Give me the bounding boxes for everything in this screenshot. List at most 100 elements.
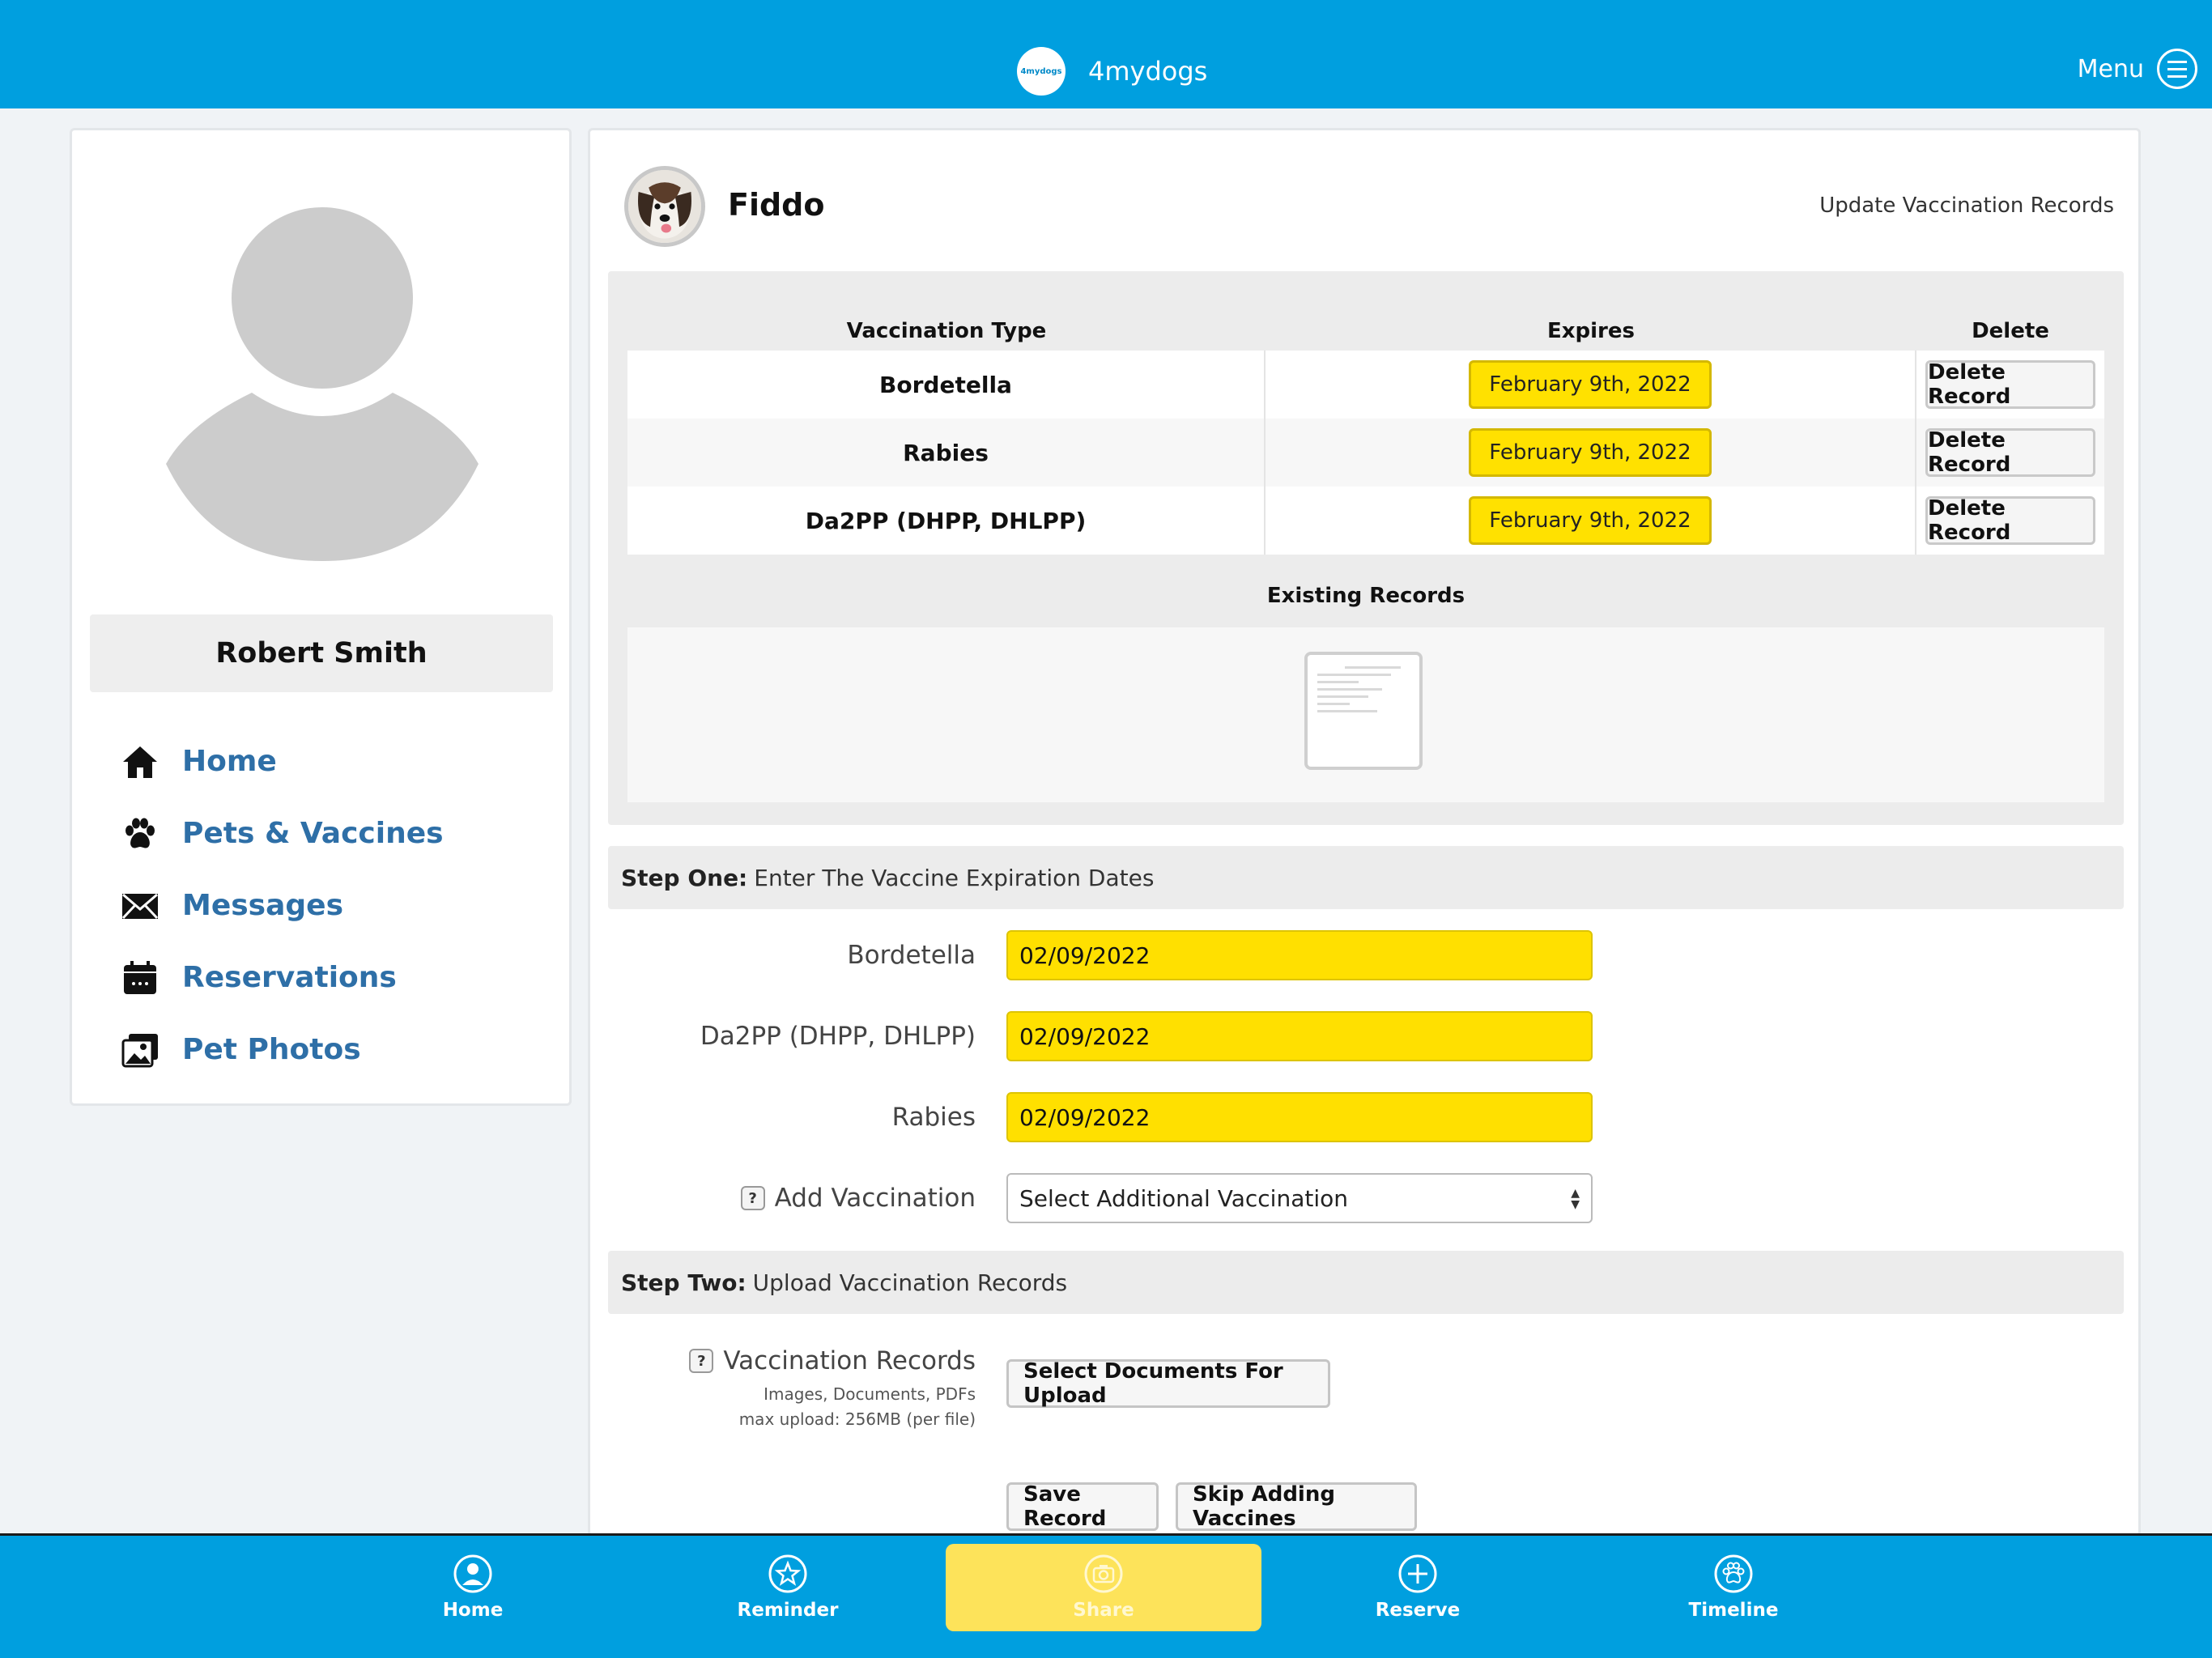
sidebar-item-reservations[interactable]: Reservations	[121, 942, 444, 1014]
table-row: Da2PP (DHPP, DHLPP) February 9th, 2022 D…	[627, 487, 2104, 555]
table-header: Vaccination Type Expires Delete	[627, 312, 2104, 351]
delete-record-button[interactable]: Delete Record	[1925, 360, 2095, 409]
calendar-icon	[124, 960, 156, 994]
expires-cell: February 9th, 2022	[1266, 419, 1916, 487]
field-label: Bordetella	[847, 941, 976, 970]
pet-avatar[interactable]	[624, 166, 705, 247]
avatar-placeholder-icon	[166, 207, 479, 561]
help-icon[interactable]: ?	[689, 1349, 714, 1373]
menu-label: Menu	[2077, 54, 2144, 83]
step-two-text: Upload Vaccination Records	[752, 1269, 1068, 1296]
top-bar: 4mydogs 4mydogs Menu	[0, 0, 2212, 108]
brand[interactable]: 4mydogs 4mydogs	[1017, 47, 1207, 96]
sidebar-item-home[interactable]: Home	[121, 725, 444, 797]
pet-name: Fiddo	[728, 187, 825, 223]
column-header-expires: Expires	[1547, 319, 1635, 343]
delete-cell: Delete Record	[1916, 351, 2104, 419]
column-header-delete: Delete	[1972, 319, 2049, 343]
sidebar-item-messages[interactable]: Messages	[121, 869, 444, 942]
tab-share[interactable]: Share	[946, 1544, 1261, 1631]
tab-label: Reserve	[1375, 1600, 1461, 1621]
save-record-button[interactable]: Save Record	[1006, 1482, 1159, 1531]
vaccination-type-cell: Rabies	[627, 419, 1266, 487]
page-action-title: Update Vaccination Records	[1819, 193, 2114, 218]
column-header-type: Vaccination Type	[846, 319, 1047, 343]
skip-adding-vaccines-button[interactable]: Skip Adding Vaccines	[1176, 1482, 1417, 1531]
sidebar-item-label: Pets & Vaccines	[182, 817, 444, 850]
plus-circle-icon	[1398, 1554, 1437, 1593]
expires-cell: February 9th, 2022	[1266, 487, 1916, 555]
step-two-bold: Step Two:	[621, 1269, 747, 1296]
upload-file-types: Images, Documents, PDFs	[764, 1384, 976, 1404]
upload-title: ? Vaccination Records	[689, 1346, 976, 1375]
form-row: ? Add Vaccination Select Additional Vacc…	[590, 1173, 2143, 1223]
upload-row: ? Vaccination Records Images, Documents,…	[590, 1346, 2143, 1443]
sidebar-nav: Home Pets & Vaccines Messages Reservatio…	[121, 725, 444, 1086]
profile-name: Robert Smith	[90, 614, 553, 692]
tab-label: Timeline	[1688, 1600, 1779, 1621]
expires-date-chip: February 9th, 2022	[1469, 496, 1712, 545]
form-row: Da2PP (DHPP, DHLPP) 02/09/2022	[590, 1011, 2143, 1061]
vaccination-records-box: Vaccination Type Expires Delete Bordetel…	[608, 271, 2124, 825]
camera-icon	[1084, 1554, 1123, 1593]
tab-reminder[interactable]: Reminder	[630, 1544, 946, 1631]
sidebar-item-pet-photos[interactable]: Pet Photos	[121, 1014, 444, 1086]
sidebar-item-label: Pet Photos	[182, 1033, 361, 1066]
da2pp-date-input[interactable]: 02/09/2022	[1006, 1011, 1593, 1061]
bottom-tab-bar: Home Reminder Share Reserve Timeline	[0, 1533, 2212, 1658]
delete-record-button[interactable]: Delete Record	[1925, 496, 2095, 545]
existing-records-area	[627, 627, 2104, 802]
menu-button[interactable]: Menu	[2078, 47, 2197, 91]
profile-panel: Robert Smith Home Pets & Vaccines Messag…	[70, 128, 572, 1106]
star-icon	[768, 1554, 807, 1593]
select-arrows-icon: ▲ ▼	[1571, 1187, 1580, 1211]
upload-title-text: Vaccination Records	[723, 1346, 976, 1375]
tab-reserve[interactable]: Reserve	[1260, 1544, 1576, 1631]
table-row: Bordetella February 9th, 2022 Delete Rec…	[627, 351, 2104, 419]
additional-vaccination-select[interactable]: Select Additional Vaccination ▲ ▼	[1006, 1173, 1593, 1223]
expires-date-chip: February 9th, 2022	[1469, 360, 1712, 409]
tab-home[interactable]: Home	[315, 1544, 631, 1631]
select-value: Select Additional Vaccination	[1019, 1184, 1348, 1212]
hamburger-icon	[2157, 49, 2197, 89]
home-icon	[123, 746, 157, 778]
sidebar-item-pets-vaccines[interactable]: Pets & Vaccines	[121, 797, 444, 869]
delete-cell: Delete Record	[1916, 487, 2104, 555]
step-one-text: Enter The Vaccine Expiration Dates	[754, 864, 1155, 891]
photos-icon	[121, 1033, 158, 1067]
help-icon[interactable]: ?	[740, 1186, 765, 1210]
envelope-icon	[121, 893, 159, 919]
main-panel: Fiddo Update Vaccination Records Vaccina…	[588, 128, 2141, 1537]
upload-label: ? Vaccination Records Images, Documents,…	[689, 1346, 976, 1432]
step-one-header: Step One: Enter The Vaccine Expiration D…	[608, 846, 2124, 909]
bordetella-date-input[interactable]: 02/09/2022	[1006, 930, 1593, 980]
form-row: Bordetella 02/09/2022	[590, 930, 2143, 980]
expires-date-chip: February 9th, 2022	[1469, 428, 1712, 477]
sidebar-item-label: Reservations	[182, 961, 397, 994]
vaccination-type-cell: Bordetella	[627, 351, 1266, 419]
select-documents-button[interactable]: Select Documents For Upload	[1006, 1359, 1330, 1408]
person-circle-icon	[453, 1554, 492, 1593]
app-title: 4mydogs	[1088, 56, 1208, 87]
table-row: Rabies February 9th, 2022 Delete Record	[627, 419, 2104, 487]
tab-timeline[interactable]: Timeline	[1576, 1544, 1891, 1631]
vaccination-type-cell: Da2PP (DHPP, DHLPP)	[627, 487, 1266, 555]
step-one-bold: Step One:	[621, 864, 748, 891]
add-vaccination-label: ? Add Vaccination	[740, 1173, 976, 1223]
upload-hint: Images, Documents, PDFs max upload: 256M…	[689, 1382, 976, 1432]
existing-records-label: Existing Records	[1266, 584, 1465, 608]
delete-cell: Delete Record	[1916, 419, 2104, 487]
expires-cell: February 9th, 2022	[1266, 351, 1916, 419]
vaccination-table: Vaccination Type Expires Delete Bordetel…	[627, 312, 2104, 555]
delete-record-button[interactable]: Delete Record	[1925, 428, 2095, 477]
rabies-date-input[interactable]: 02/09/2022	[1006, 1092, 1593, 1142]
sidebar-item-label: Messages	[182, 889, 344, 922]
field-label: Rabies	[891, 1103, 976, 1132]
add-vaccination-text: Add Vaccination	[774, 1184, 976, 1213]
tab-label: Share	[1073, 1600, 1134, 1621]
tab-label: Reminder	[737, 1600, 839, 1621]
sidebar-item-label: Home	[182, 745, 277, 778]
form-row: Rabies 02/09/2022	[590, 1092, 2143, 1142]
field-label: Da2PP (DHPP, DHLPP)	[700, 1022, 976, 1051]
document-thumbnail[interactable]	[1304, 652, 1423, 770]
